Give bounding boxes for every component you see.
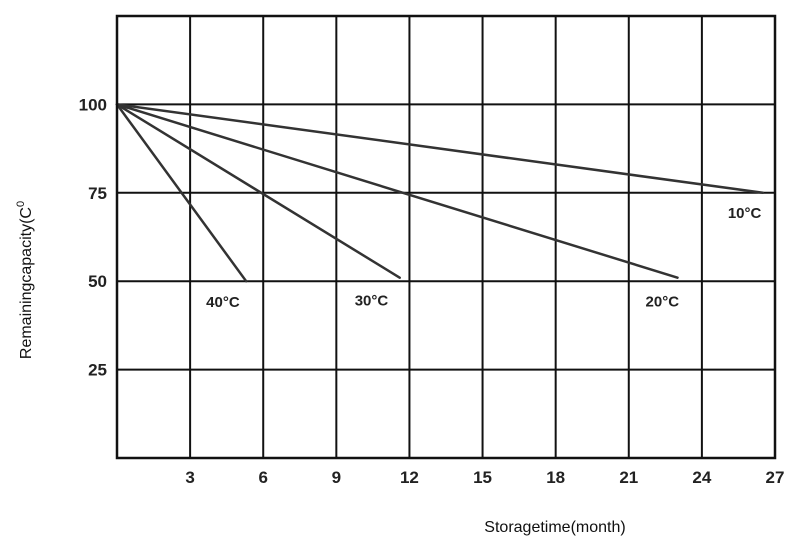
series-line-0 [115,103,248,283]
y-tick-label: 50 [88,272,107,291]
series-label: 10°C [728,205,762,222]
x-tick-label: 24 [692,468,711,487]
x-tick-label: 6 [258,468,267,487]
x-tick-label: 27 [766,468,785,487]
series-label: 30°C [355,293,389,310]
y-axis-label-main: Remainingcapacity( [18,218,35,359]
y-axis-label: Remainingcapacity(C0 [15,201,35,359]
y-tick-label: 100 [79,95,107,114]
x-tick-label: 3 [185,468,194,487]
grid [117,16,776,458]
y-axis-label-sup: 0 [15,201,27,207]
x-tick-label: 21 [619,468,638,487]
series-labels: 40°C 30°C 20°C 10°C [206,205,761,311]
x-tick-labels: 3 6 9 12 15 18 21 24 27 [185,468,784,487]
y-tick-label: 75 [88,184,107,203]
x-tick-label: 9 [332,468,341,487]
series-label: 40°C [206,294,240,311]
y-axis-label-unit: C [18,207,35,219]
series-lines [115,103,765,283]
x-axis-label: Storagetime(month) [484,519,625,536]
x-tick-label: 15 [473,468,492,487]
x-tick-label: 12 [400,468,419,487]
series-label: 20°C [646,294,680,311]
series-line-1 [115,103,401,279]
plot-frame [115,14,777,460]
series-line-3 [115,103,765,195]
series-line-2 [115,103,679,279]
x-tick-label: 18 [546,468,565,487]
y-tick-labels: 100 75 50 25 [79,95,107,379]
y-tick-label: 25 [88,361,107,380]
